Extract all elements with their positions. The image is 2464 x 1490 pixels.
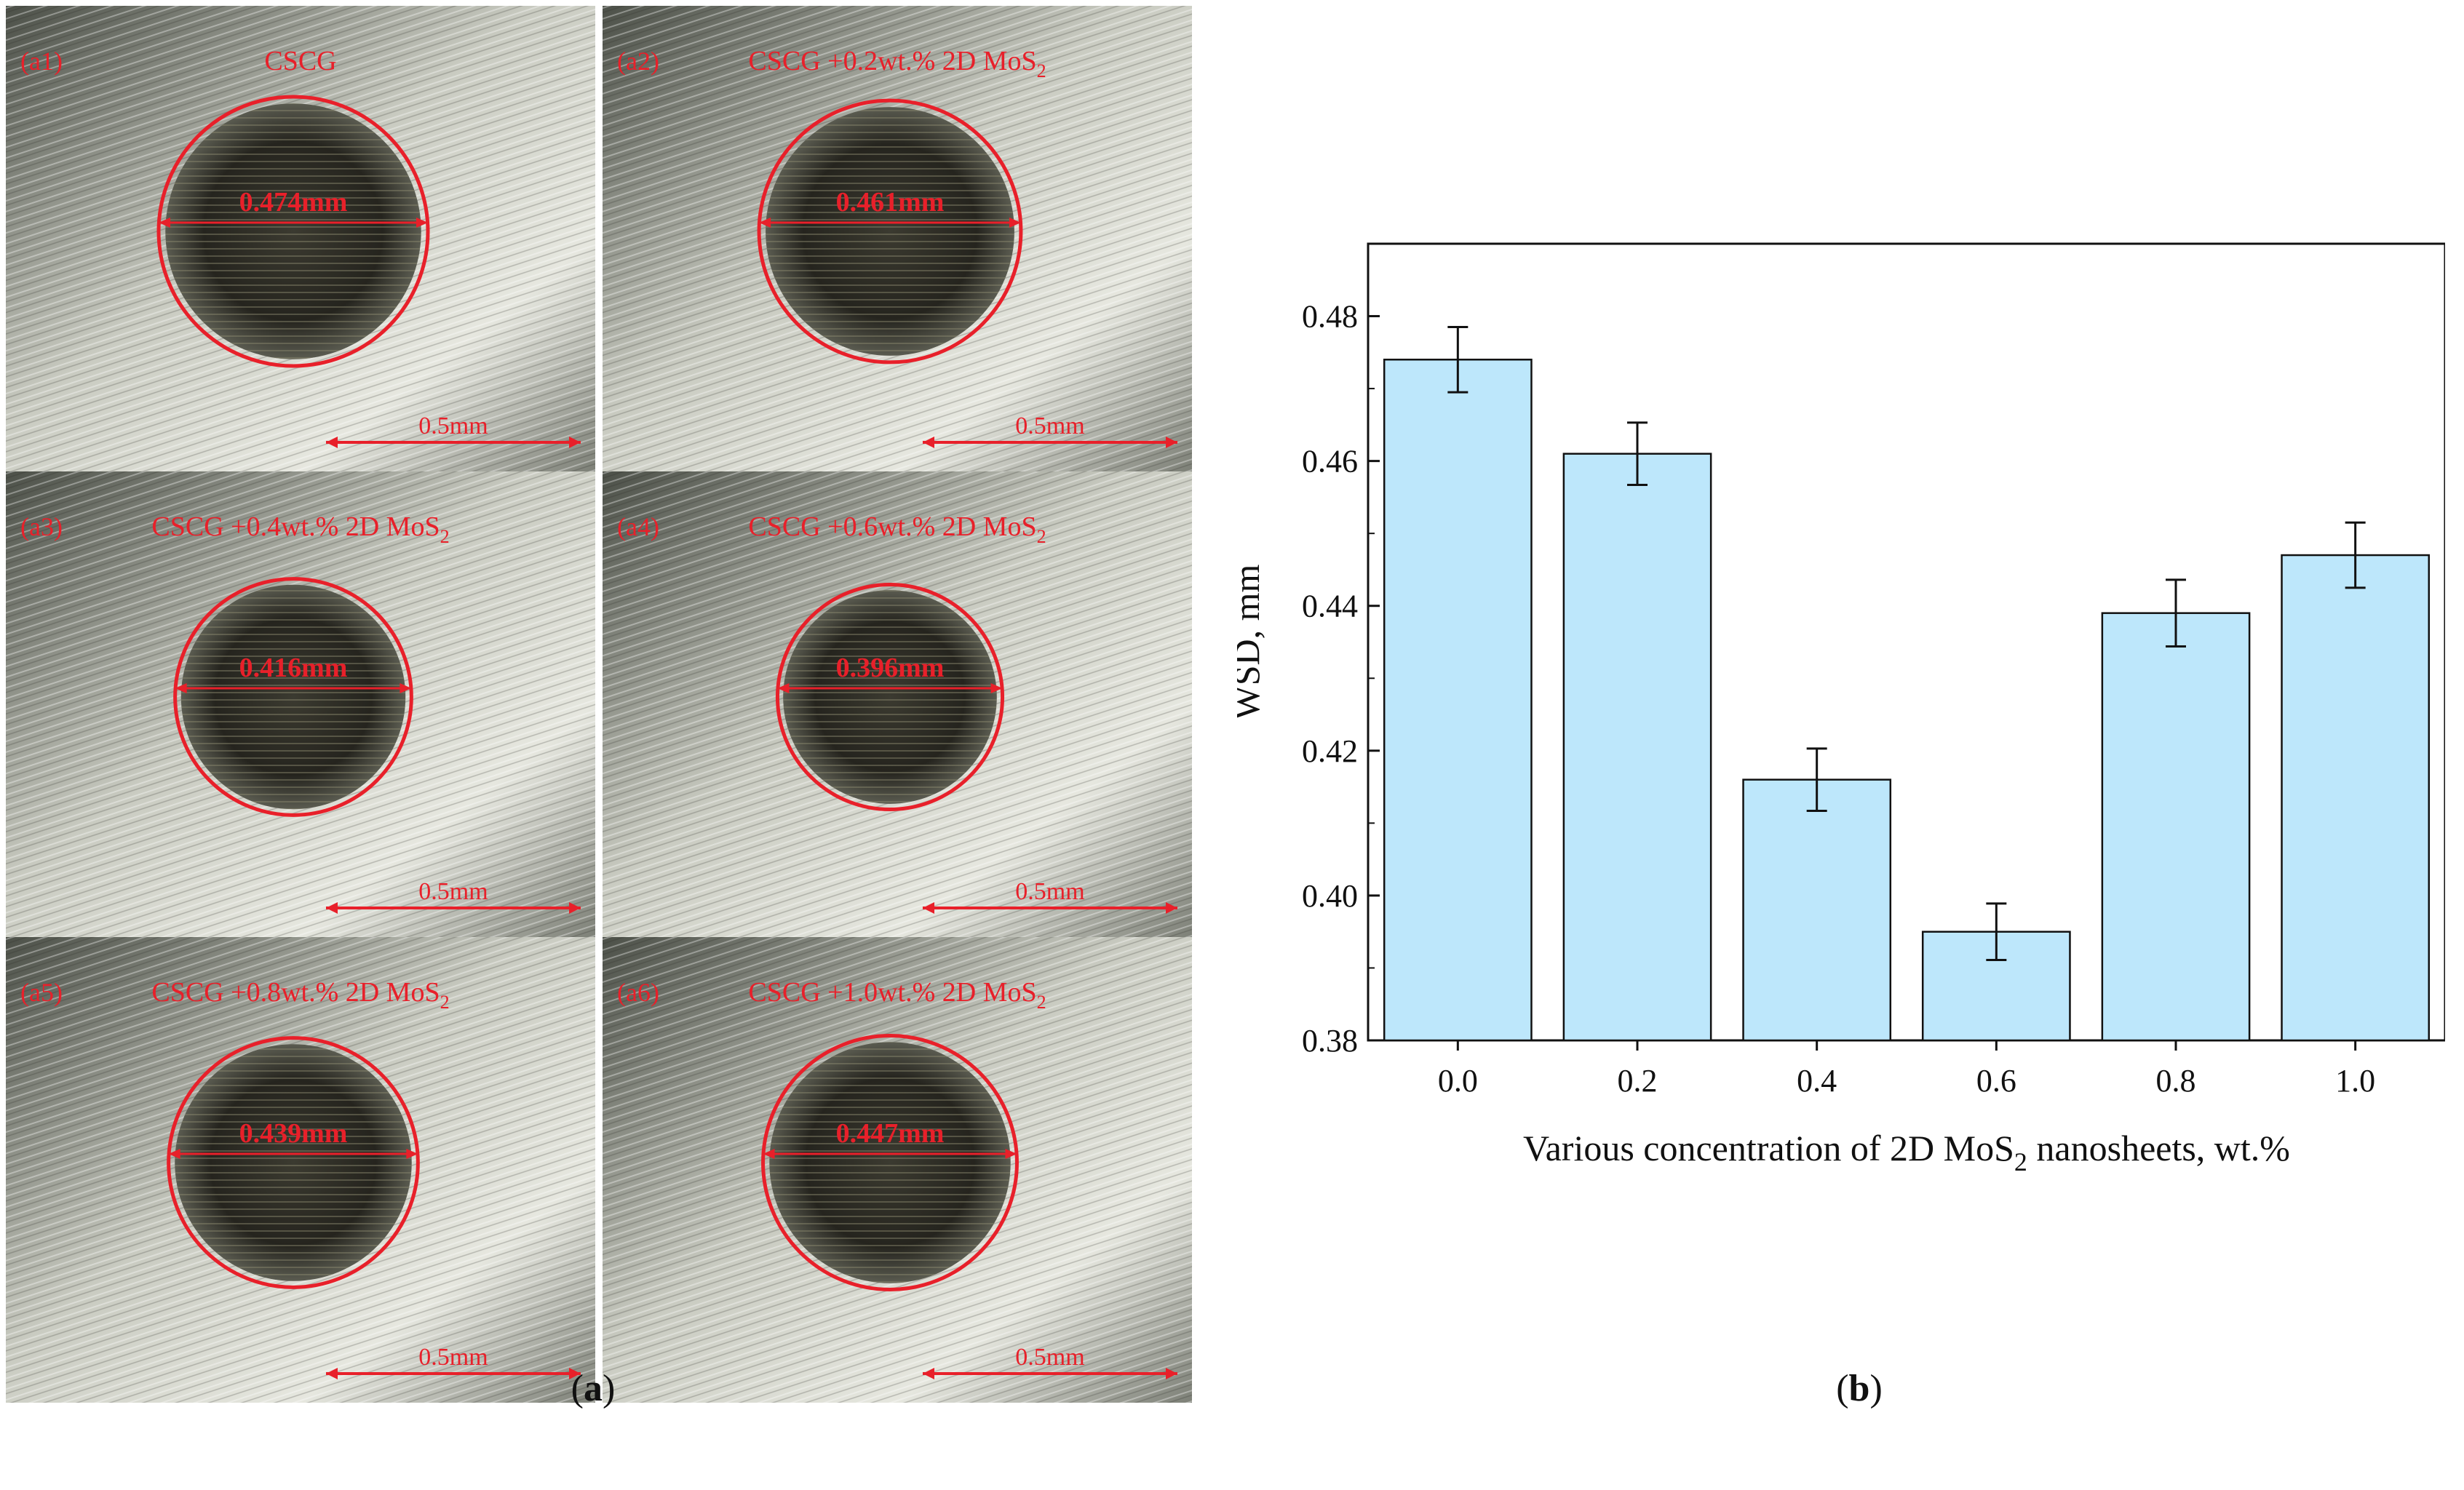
wear-scar-outline	[757, 98, 1023, 364]
y-tick-label: 0.46	[1302, 444, 1358, 479]
diameter-value: 0.439mm	[239, 1118, 348, 1149]
x-tick-label: 0.6	[1976, 1063, 2016, 1099]
scale-arrow-right	[1166, 902, 1177, 914]
scale-arrow-left	[326, 1368, 338, 1379]
micrograph-tile-5: 0.439mm (a5) CSCG +0.8wt.% 2D MoS2 0.5mm	[6, 937, 595, 1403]
diameter-value: 0.447mm	[836, 1118, 945, 1149]
plot-frame	[1367, 242, 2445, 1042]
diameter-arrow-left	[175, 683, 187, 693]
x-tick-label: 1.0	[2335, 1063, 2375, 1099]
micrograph-tag: (a6)	[617, 978, 659, 1007]
wear-scar-outline	[156, 95, 430, 368]
y-tick-label: 0.48	[1302, 299, 1358, 335]
scale-arrow-left	[326, 902, 338, 914]
y-tick-label: 0.44	[1302, 589, 1358, 624]
x-axis-label: Various concentration of 2D MoS2 nanoshe…	[1523, 1128, 2290, 1176]
scale-label: 0.5mm	[418, 1344, 488, 1371]
scale-label: 0.5mm	[418, 413, 488, 439]
wear-scar-texture	[165, 103, 421, 359]
scale-arrow-right	[1166, 1368, 1177, 1379]
diameter-value: 0.396mm	[836, 653, 945, 683]
y-tick-label: 0.42	[1302, 733, 1358, 769]
micrograph-tag: (a3)	[20, 512, 63, 541]
y-tick-label: 0.40	[1302, 878, 1358, 914]
diameter-arrow-right	[1005, 1149, 1017, 1159]
scale-arrow-left	[326, 437, 338, 448]
diameter-arrow-left	[763, 1149, 775, 1159]
diameter-value: 0.474mm	[239, 187, 348, 218]
wear-scar-outline	[167, 1036, 420, 1289]
y-tick-label: 0.38	[1302, 1023, 1358, 1059]
wear-scar-texture	[783, 590, 997, 804]
micrograph-tag: (a2)	[617, 47, 659, 76]
y-axis-label: WSD, mm	[1237, 564, 1267, 720]
micrograph-panel: 0.474mm (a1) CSCG 0.5mm 0.461mm (a2) CSCG +0.2…	[6, 6, 1192, 1409]
wear-scar-texture	[180, 584, 406, 810]
x-tick-label: 0.4	[1797, 1063, 1837, 1099]
diameter-arrow-right	[416, 218, 428, 228]
diameter-value: 0.461mm	[836, 187, 945, 218]
wsd-bar-chart: 0.38 0.40 0.42 0.44 0.46 0.48 0.0 0.2 0.4 0.6 0.8 1…	[1237, 242, 2445, 1409]
diameter-arrow-left	[777, 683, 790, 693]
micrograph-title: CSCG +0.6wt.% 2D MoS2	[748, 511, 1046, 547]
micrograph-title: CSCG +0.4wt.% 2D MoS2	[151, 511, 449, 547]
x-tick-label: 0.2	[1618, 1063, 1658, 1099]
scale-arrow-right	[569, 902, 581, 914]
caption-a: (a)	[571, 1368, 616, 1409]
micrograph-title: CSCG +0.8wt.% 2D MoS2	[151, 977, 449, 1013]
wear-scar-texture	[766, 107, 1014, 356]
diameter-value: 0.416mm	[239, 653, 348, 683]
scale-arrow-left	[923, 1368, 934, 1379]
diameter-arrow-right	[406, 1149, 418, 1159]
micrograph-tile-2: 0.461mm (a2) CSCG +0.2wt.% 2D MoS2 0.5mm	[603, 6, 1192, 471]
diameter-arrow-right	[1009, 218, 1021, 228]
scale-arrow-left	[923, 902, 934, 914]
micrograph-tile-3: 0.416mm (a3) CSCG +0.4wt.% 2D MoS2 0.5mm	[6, 471, 595, 937]
bar-0.4	[1742, 778, 1892, 1042]
diameter-arrow-right	[400, 683, 412, 693]
scale-label: 0.5mm	[1015, 878, 1084, 905]
micrograph-tile-6: 0.447mm (a6) CSCG +1.0wt.% 2D MoS2 0.5mm	[603, 937, 1192, 1403]
caption-b: (b)	[1836, 1368, 1883, 1409]
diameter-arrow-left	[759, 218, 771, 228]
micrograph-tag: (a1)	[20, 47, 63, 76]
micrograph-title: CSCG +1.0wt.% 2D MoS2	[748, 977, 1046, 1013]
bar-0.2	[1562, 453, 1712, 1042]
x-tick-label: 0.0	[1438, 1063, 1478, 1099]
scale-arrow-right	[569, 1368, 581, 1379]
scale-arrow-right	[1166, 437, 1177, 448]
micrograph-title: CSCG +0.2wt.% 2D MoS2	[748, 46, 1046, 81]
scale-arrow-right	[569, 437, 581, 448]
wear-scar-texture	[175, 1044, 412, 1281]
scale-label: 0.5mm	[1015, 1344, 1084, 1371]
scale-label: 0.5mm	[1015, 413, 1084, 439]
bar-0.8	[2101, 612, 2251, 1042]
diameter-arrow-right	[990, 683, 1003, 693]
scale-label: 0.5mm	[418, 878, 488, 905]
scale-arrow-left	[923, 437, 934, 448]
bar-1.0	[2281, 554, 2431, 1042]
bar-0.0	[1383, 359, 1533, 1042]
micrograph-tile-4: 0.396mm (a4) CSCG +0.6wt.% 2D MoS2 0.5mm	[603, 471, 1192, 937]
wear-scar-texture	[769, 1042, 1011, 1283]
wear-scar-outline	[775, 582, 1005, 812]
wear-scar-outline	[173, 577, 413, 817]
wear-scar-outline	[761, 1034, 1019, 1291]
micrograph-tag: (a5)	[20, 978, 63, 1007]
micrograph-tile-1: 0.474mm (a1) CSCG 0.5mm	[6, 6, 595, 471]
micrograph-tag: (a4)	[617, 512, 659, 541]
x-tick-label: 0.8	[2156, 1063, 2196, 1099]
diameter-arrow-left	[168, 1149, 180, 1159]
diameter-arrow-left	[159, 218, 170, 228]
micrograph-title: CSCG	[264, 46, 336, 76]
